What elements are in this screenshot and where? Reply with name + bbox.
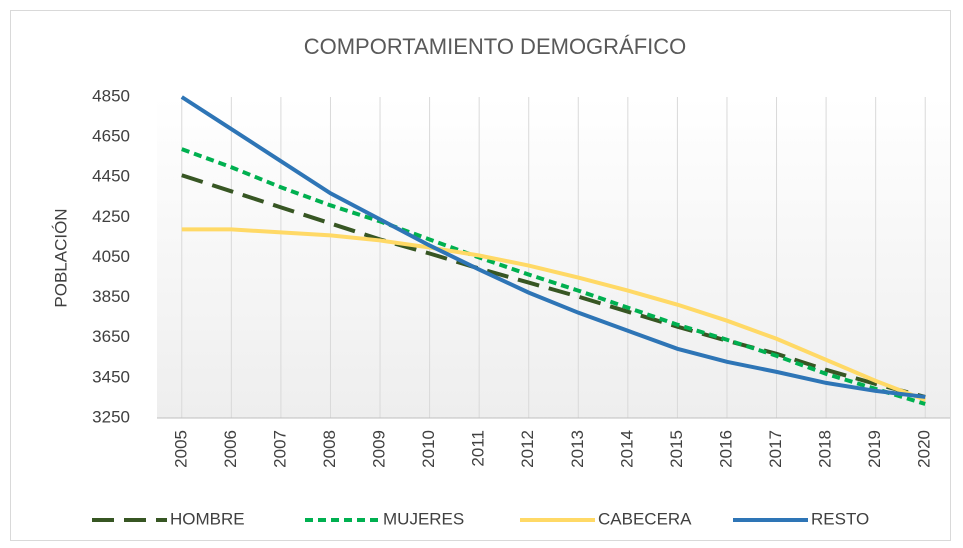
legend-label: MUJERES xyxy=(383,509,464,528)
y-axis-label: POBLACIÓN xyxy=(51,208,70,307)
chart-title: COMPORTAMIENTO DEMOGRÁFICO xyxy=(304,34,687,59)
y-tick-label: 3250 xyxy=(92,407,130,426)
y-tick-label: 3450 xyxy=(92,367,130,386)
x-tick-label: 2019 xyxy=(865,430,884,468)
x-tick-label: 2007 xyxy=(270,430,289,468)
x-tick-label: 2009 xyxy=(370,430,389,468)
legend-label: RESTO xyxy=(811,509,869,528)
series-line xyxy=(181,173,926,399)
y-tick-label: 4850 xyxy=(92,86,130,105)
x-tick-label: 2015 xyxy=(667,430,686,468)
x-tick-label: 2016 xyxy=(716,430,735,468)
series-line xyxy=(180,95,926,399)
y-tick-label: 4650 xyxy=(92,127,130,146)
x-tick-label: 2012 xyxy=(518,430,537,468)
x-tick-label: 2010 xyxy=(419,430,438,468)
series-line xyxy=(181,147,926,406)
x-tick-label: 2013 xyxy=(568,430,587,468)
plot-area xyxy=(157,97,950,418)
x-tick-label: 2008 xyxy=(320,430,339,468)
x-tick-label: 2017 xyxy=(766,430,785,468)
y-tick-label: 4450 xyxy=(92,167,130,186)
y-tick-label: 3850 xyxy=(92,287,130,306)
x-tick-label: 2011 xyxy=(469,430,488,467)
y-tick-label: 4250 xyxy=(92,207,130,226)
x-tick-label: 2005 xyxy=(171,430,190,468)
x-tick-label: 2006 xyxy=(221,430,240,468)
series-line xyxy=(181,227,926,402)
y-tick-label: 3650 xyxy=(92,327,130,346)
y-tick-label: 4050 xyxy=(92,247,130,266)
legend-label: CABECERA xyxy=(598,509,692,528)
x-tick-label: 2020 xyxy=(915,430,934,468)
legend-label: HOMBRE xyxy=(170,509,245,528)
x-tick-label: 2014 xyxy=(617,430,636,468)
x-tick-label: 2018 xyxy=(816,430,835,468)
